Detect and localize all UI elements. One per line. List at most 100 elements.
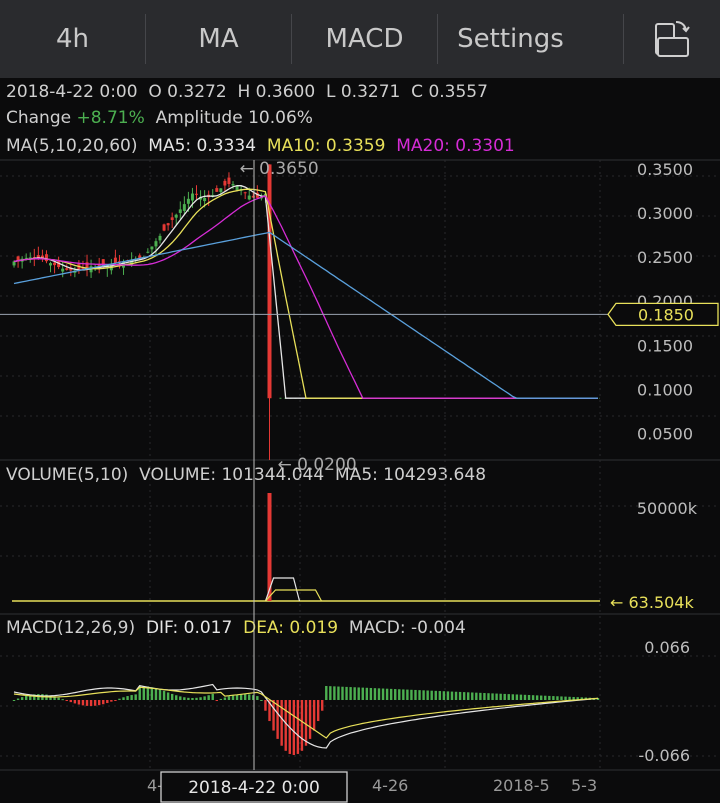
- macd-bar: [93, 700, 97, 706]
- tab-divider: [145, 14, 146, 64]
- candle-body: [20, 258, 24, 262]
- high-label: H: [237, 82, 251, 102]
- volume-legend-title: VOLUME(5,10): [6, 465, 129, 485]
- crosshair-date-box: [160, 771, 348, 803]
- volume-bars: [12, 493, 600, 602]
- price-axis-tick: 0.2500: [637, 248, 693, 267]
- candle-body: [255, 192, 259, 198]
- macd-bar: [377, 688, 381, 700]
- macd-bar: [576, 697, 579, 700]
- macd-bar: [130, 695, 133, 700]
- macd-bar: [458, 691, 462, 700]
- low-label: L: [325, 82, 336, 102]
- candle-body: [239, 188, 243, 191]
- macd-bar: [81, 700, 85, 706]
- macd-bar: [365, 687, 369, 700]
- candle-body: [219, 188, 223, 192]
- macd-bar: [29, 694, 32, 700]
- macd-bar: [264, 700, 267, 711]
- macd-bar: [89, 700, 93, 706]
- macd-bar: [418, 690, 421, 700]
- current-price-tag: [607, 302, 719, 327]
- macd-bar: [511, 694, 515, 700]
- rotate-screen-icon[interactable]: [648, 18, 692, 60]
- price-axis-tick: 0.0500: [637, 425, 693, 444]
- candle-body: [97, 263, 101, 267]
- candle-body: [109, 264, 113, 271]
- macd-bar: [592, 697, 596, 700]
- candle-body: [170, 217, 174, 220]
- ma60-line: [13, 231, 598, 399]
- macd-bar: [414, 689, 417, 700]
- x-axis-label: 4-: [147, 776, 163, 795]
- tab-settings[interactable]: Settings: [457, 24, 564, 54]
- candle-body: [44, 254, 48, 262]
- macd-bar: [268, 700, 271, 722]
- macd-bar: [450, 691, 454, 700]
- macd-bar: [353, 687, 356, 700]
- candle-body: [53, 262, 57, 266]
- volume-axis-tick: 50000k: [637, 499, 698, 518]
- macd-bar: [122, 697, 125, 700]
- macd-bar: [118, 698, 121, 700]
- candle-body: [117, 261, 121, 263]
- macd-bar: [65, 700, 68, 701]
- candle-body: [203, 197, 207, 202]
- macd-bar: [183, 697, 186, 700]
- x-axis-label: 5-3: [571, 776, 597, 795]
- candle-body: [65, 268, 69, 270]
- macd-bar: [57, 697, 60, 700]
- macd-bar: [527, 695, 531, 700]
- macd-bar: [102, 700, 105, 705]
- candle-body: [178, 209, 182, 213]
- macd-bar: [53, 696, 56, 700]
- macd-bar: [584, 697, 588, 700]
- candle-body: [190, 193, 194, 201]
- tab-macd[interactable]: MACD: [325, 24, 404, 54]
- volume-last-label: ← 63.504k: [610, 593, 694, 612]
- macd-bar: [325, 686, 328, 700]
- volume-legend: VOLUME(5,10) VOLUME: 101344.044 MA5: 104…: [6, 465, 486, 485]
- candle-body: [16, 256, 20, 261]
- ma10-line: [13, 188, 598, 399]
- ma20-legend: MA20: 0.3301: [396, 136, 515, 156]
- ma5-legend: MA5: 0.3334: [148, 136, 257, 156]
- tab-divider: [623, 14, 624, 64]
- macd-bar: [199, 697, 202, 700]
- macd-bar: [231, 695, 235, 700]
- candle-body: [49, 263, 53, 266]
- ma-legend: MA(5,10,20,60) MA5: 0.3334 MA10: 0.3359 …: [6, 136, 515, 156]
- macd-bar: [389, 688, 393, 700]
- macd-bar: [227, 696, 231, 700]
- macd-bar: [219, 698, 223, 700]
- candle-body: [231, 184, 235, 186]
- macd-value-legend: MACD: -0.004: [348, 618, 466, 638]
- macd-bar: [150, 687, 154, 700]
- macd-bar: [16, 698, 20, 700]
- macd-bar: [381, 688, 385, 700]
- macd-bar: [187, 697, 190, 700]
- ma5-line: [13, 184, 598, 399]
- tab-ma[interactable]: MA: [198, 24, 239, 54]
- price-axis-tick: 0.3000: [637, 204, 693, 223]
- macd-bar: [248, 694, 251, 700]
- macd-bar: [402, 689, 405, 700]
- macd-bar: [69, 700, 72, 703]
- candle-body: [138, 255, 142, 258]
- macd-bar: [260, 700, 263, 701]
- macd-bar: [284, 700, 287, 751]
- macd-bar: [580, 697, 583, 700]
- macd-bar: [288, 700, 291, 754]
- macd-bar: [138, 686, 141, 700]
- tab-4h[interactable]: 4h: [55, 24, 90, 54]
- macd-bar: [24, 695, 28, 700]
- open-value: 0.3272: [167, 82, 227, 102]
- ma-lines: [13, 184, 598, 399]
- macd-bar: [77, 700, 81, 705]
- open-label: O: [148, 82, 162, 102]
- macd-bar: [114, 700, 117, 701]
- dif-line: [13, 683, 599, 749]
- candle-body: [174, 214, 178, 218]
- macd-bar: [422, 690, 425, 700]
- macd-bar: [296, 700, 300, 754]
